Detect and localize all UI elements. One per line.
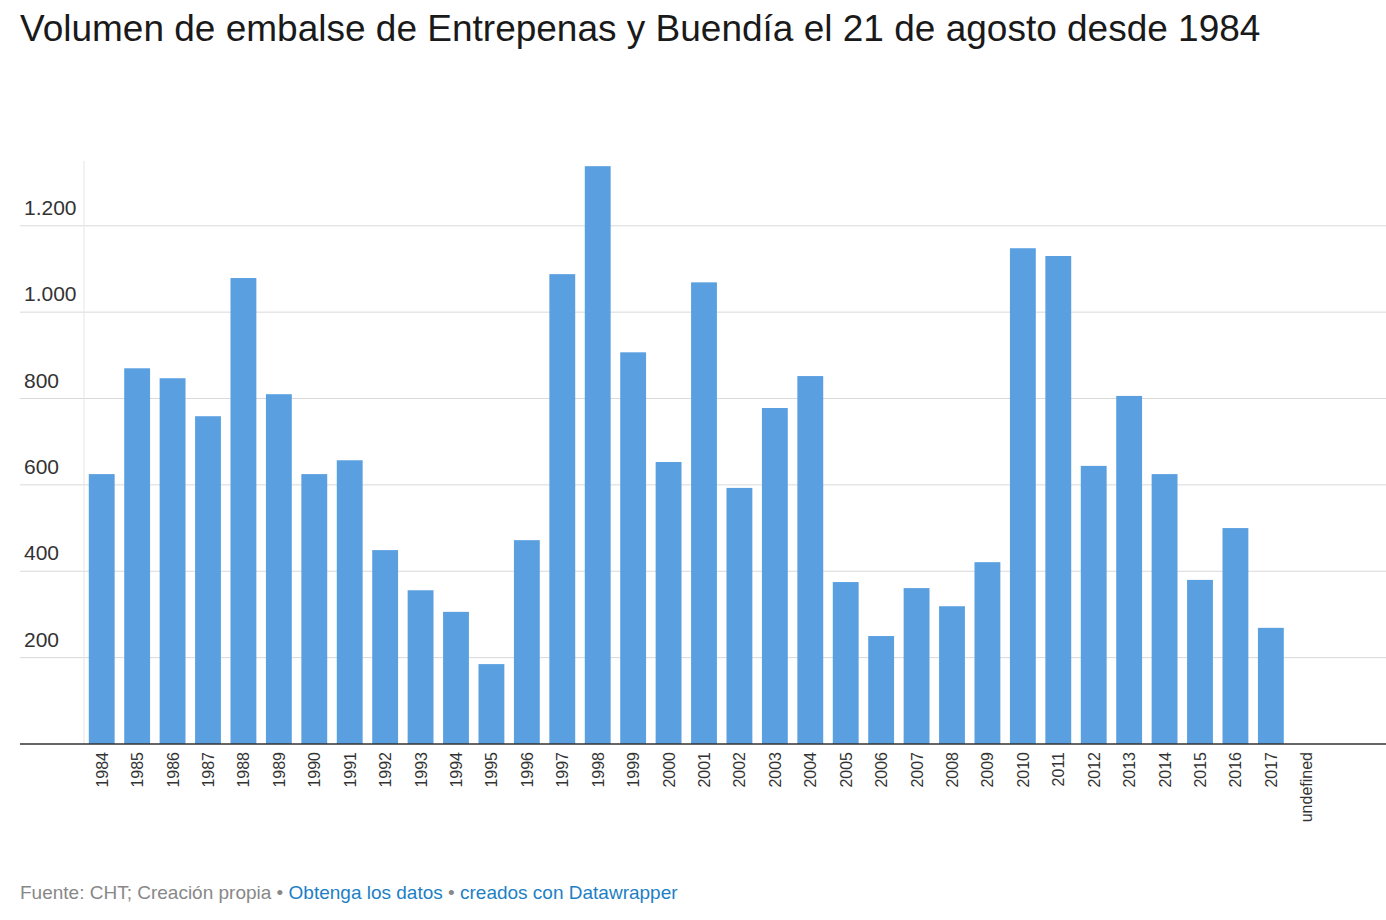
bar	[1187, 580, 1213, 744]
x-tick-label: 2005	[838, 752, 855, 788]
bar	[160, 378, 186, 744]
bar	[1081, 466, 1107, 744]
x-tick-label: 2009	[979, 752, 996, 788]
bar	[124, 368, 150, 744]
bar	[514, 540, 540, 744]
x-tick-label: 1989	[271, 752, 288, 788]
x-tick-label: 2015	[1192, 752, 1209, 788]
y-tick-label: 1.200	[24, 196, 77, 219]
x-tick-label: 1995	[483, 752, 500, 788]
x-tick-label: undefined	[1298, 752, 1315, 822]
bar	[620, 352, 646, 744]
chart-title: Volumen de embalse de Entrepenas y Buend…	[20, 6, 1370, 52]
x-tick-label: 1984	[94, 752, 111, 788]
x-tick-label: 1985	[129, 752, 146, 788]
bar	[372, 550, 398, 744]
bar	[1045, 256, 1071, 744]
x-tick-label: 2010	[1015, 752, 1032, 788]
y-tick-label: 1.000	[24, 282, 77, 305]
x-tick-label: 1996	[519, 752, 536, 788]
x-tick-label: 1992	[377, 752, 394, 788]
separator: •	[443, 882, 460, 903]
bar	[549, 274, 575, 744]
bar	[762, 408, 788, 744]
x-tick-label: 2014	[1157, 752, 1174, 788]
x-tick-label: 2004	[802, 752, 819, 788]
bars	[89, 166, 1284, 744]
link[interactable]: Obtenga los datos	[289, 882, 443, 903]
bar	[1152, 474, 1178, 744]
bar	[691, 282, 717, 744]
y-tick-label: 800	[24, 369, 59, 392]
y-tick-label: 400	[24, 541, 59, 564]
chart: 200 400 600 800 1.000 1.200 1984 1985 1986 1987 19…	[0, 0, 1386, 920]
x-tick-label: 2011	[1050, 752, 1067, 787]
bar	[230, 278, 256, 744]
bar	[266, 394, 292, 744]
bar	[301, 474, 327, 744]
grid-line	[20, 225, 1386, 226]
bar	[195, 416, 221, 744]
bar	[1116, 396, 1142, 744]
x-tick-label: 1999	[625, 752, 642, 788]
bar	[443, 612, 469, 744]
bar	[478, 664, 504, 744]
x-tick-label: 2008	[944, 752, 961, 788]
x-tick-label: 2003	[767, 752, 784, 788]
x-tick-label: 2006	[873, 752, 890, 788]
bar	[797, 376, 823, 744]
x-tick-label: 1993	[413, 752, 430, 788]
x-tick-label: 1986	[165, 752, 182, 788]
x-tick-label: 2007	[909, 752, 926, 788]
y-tick-label: 200	[24, 628, 59, 651]
x-tick-label: 1994	[448, 752, 465, 788]
bar	[89, 474, 115, 744]
x-tick-label: 1988	[235, 752, 252, 788]
x-tick-label: 2002	[731, 752, 748, 788]
x-tick-label: 1987	[200, 752, 217, 788]
x-tick-label: 1991	[342, 752, 359, 788]
bar	[585, 166, 611, 744]
bar	[337, 460, 363, 744]
x-tick-label: 2017	[1263, 752, 1280, 788]
y-tick-label: 600	[24, 455, 59, 478]
source: Fuente: CHT; Creación propia	[20, 882, 272, 903]
bar	[904, 588, 930, 744]
x-tick-label: 1990	[306, 752, 323, 788]
bar	[833, 582, 859, 744]
bar	[939, 606, 965, 744]
bar	[1258, 628, 1284, 744]
bar	[408, 590, 434, 744]
x-tick-label: 2013	[1121, 752, 1138, 788]
bar	[726, 488, 752, 744]
x-tick-label: 1998	[590, 752, 607, 788]
y-axis-line	[84, 161, 85, 744]
bar	[656, 462, 682, 744]
bar	[1010, 248, 1036, 744]
x-tick-label: 2012	[1086, 752, 1103, 788]
x-tick-label: 2016	[1227, 752, 1244, 788]
separator: •	[271, 882, 288, 903]
bar	[1222, 528, 1248, 744]
bar	[974, 562, 1000, 744]
link[interactable]: creados con Datawrapper	[460, 882, 678, 903]
baseline	[20, 743, 1386, 745]
bar	[868, 636, 894, 744]
footer: Fuente: CHT; Creación propia • Obtenga l…	[20, 882, 678, 903]
x-tick-label: 2001	[696, 752, 713, 788]
x-tick-label: 1997	[554, 752, 571, 788]
x-tick-label: 2000	[661, 752, 678, 788]
